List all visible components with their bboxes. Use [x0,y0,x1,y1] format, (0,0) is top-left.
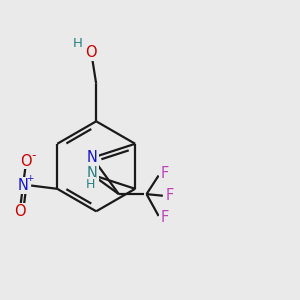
Text: O: O [85,45,97,60]
Text: H: H [86,178,95,191]
Text: O: O [20,154,32,169]
Text: N: N [17,178,28,193]
Text: +: + [26,174,34,183]
Text: O: O [14,204,26,219]
Text: H: H [73,37,82,50]
Text: N: N [87,166,98,181]
Text: -: - [31,149,36,162]
Text: N: N [87,150,98,165]
Text: F: F [165,188,173,203]
Text: F: F [160,210,169,225]
Text: F: F [160,167,169,182]
